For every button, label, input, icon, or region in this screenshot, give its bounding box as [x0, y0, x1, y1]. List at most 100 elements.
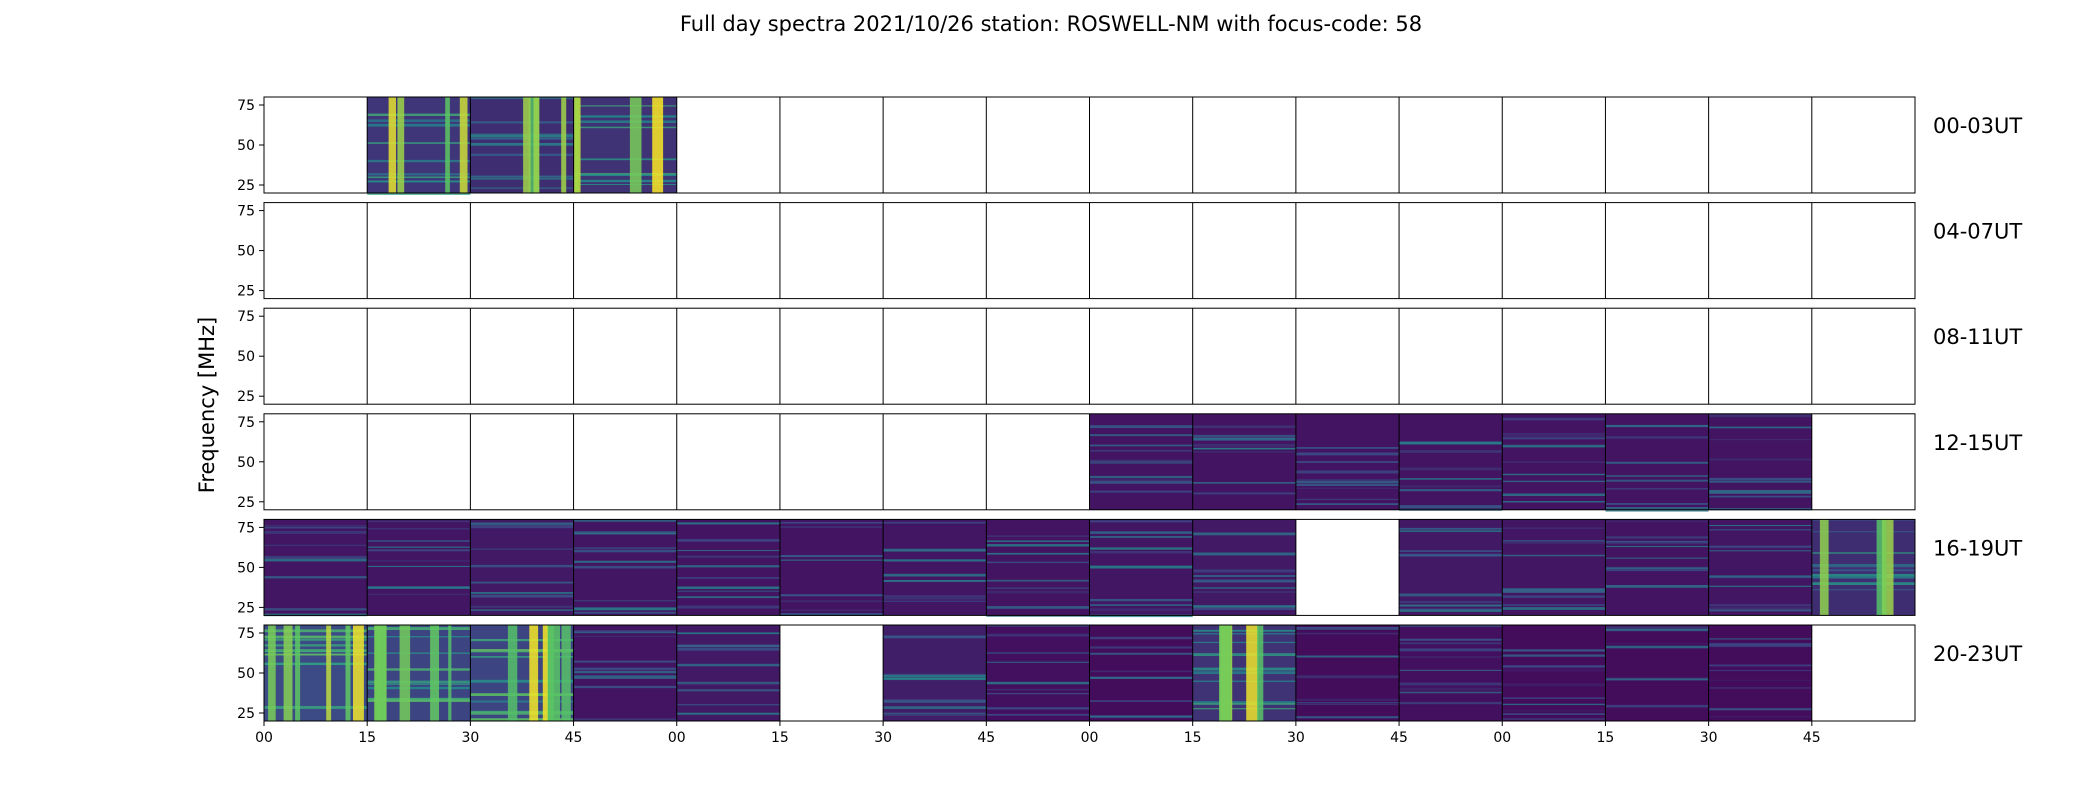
frequency-band [883, 635, 987, 639]
frequency-band [264, 544, 368, 546]
frequency-band [367, 683, 471, 685]
frequency-band [1502, 683, 1606, 687]
frequency-band [264, 653, 368, 656]
frequency-band [1502, 709, 1606, 712]
frequency-band [1605, 536, 1709, 539]
frequency-band [1192, 448, 1296, 450]
frequency-band [1708, 576, 1812, 579]
frequency-band [1089, 551, 1193, 554]
frequency-band [367, 142, 471, 144]
frequency-band [1605, 629, 1709, 631]
frequency-band [1399, 441, 1503, 444]
spectra-row: 25 50 75 08-11UT [237, 307, 2022, 405]
spectrogram-tile [1192, 413, 1296, 510]
radio-burst [542, 625, 548, 721]
frequency-band [676, 577, 780, 579]
frequency-band [1502, 718, 1606, 720]
row-time-label: 08-11UT [1933, 325, 2022, 349]
frequency-band [470, 143, 574, 146]
frequency-band [1089, 425, 1193, 429]
radio-burst [459, 97, 468, 193]
frequency-band [1811, 573, 1915, 577]
frequency-band [1708, 687, 1812, 689]
spectra-row: 25 50 75 12-15UT [237, 413, 2022, 512]
frequency-band [1708, 664, 1812, 667]
frequency-band [676, 632, 780, 635]
frequency-band [883, 712, 987, 714]
frequency-band [1295, 703, 1400, 705]
frequency-band [1089, 536, 1193, 538]
frequency-band [1399, 638, 1503, 641]
frequency-band [1295, 632, 1400, 635]
frequency-band [1708, 477, 1812, 481]
y-tick-label: 75 [237, 204, 255, 220]
frequency-band [883, 673, 987, 675]
frequency-band [1708, 550, 1812, 552]
radio-burst [268, 625, 276, 721]
frequency-band [1399, 642, 1503, 645]
spectrogram-tile [1811, 519, 1915, 616]
frequency-band [883, 674, 987, 677]
frequency-band [1605, 425, 1709, 428]
spectrogram-tile [1399, 519, 1503, 616]
frequency-band [1708, 643, 1812, 646]
frequency-band [573, 115, 677, 118]
radio-burst [561, 97, 567, 193]
frequency-band [470, 175, 574, 178]
y-axis-label: Frequency [MHz] [195, 317, 219, 493]
frequency-band [1811, 582, 1915, 585]
y-tick-label: 25 [237, 495, 255, 511]
frequency-band [1295, 461, 1400, 463]
frequency-band [1605, 567, 1709, 570]
frequency-band [1192, 653, 1296, 656]
frequency-band [986, 652, 1090, 654]
frequency-band [1192, 671, 1296, 675]
frequency-band [1192, 575, 1296, 577]
frequency-band [573, 611, 677, 614]
frequency-band [264, 706, 368, 709]
spectrogram-tile [1708, 625, 1812, 721]
frequency-band [676, 712, 780, 715]
frequency-band [1295, 655, 1400, 658]
frequency-band [1708, 426, 1812, 429]
frequency-band [676, 555, 780, 558]
y-tick-label: 25 [237, 706, 255, 722]
y-tick-label: 50 [237, 455, 255, 471]
frequency-band [1502, 654, 1606, 657]
y-tick-label: 25 [237, 389, 255, 405]
frequency-band [1089, 676, 1193, 679]
frequency-band [1811, 531, 1915, 533]
y-tick-label: 25 [237, 178, 255, 194]
frequency-band [1192, 443, 1296, 447]
frequency-band [470, 609, 574, 611]
frequency-band [1708, 495, 1812, 498]
frequency-band [470, 178, 574, 180]
frequency-band [1502, 493, 1606, 496]
radio-burst [445, 97, 450, 193]
frequency-band [883, 559, 987, 562]
frequency-band [1089, 479, 1193, 482]
frequency-band [367, 697, 471, 701]
frequency-band [1708, 458, 1812, 461]
frequency-band [986, 561, 1090, 564]
frequency-band [367, 628, 471, 630]
frequency-band [1502, 435, 1606, 437]
frequency-band [1399, 550, 1503, 552]
spectrogram-tile [986, 519, 1090, 616]
frequency-band [1502, 461, 1606, 463]
frequency-band [470, 712, 574, 715]
frequency-band [1708, 575, 1812, 577]
spectra-grid: 25507500-03UT25507504-07UT25507508-11UT2… [237, 96, 2022, 746]
x-tick-label: 45 [977, 730, 995, 746]
spectra-row: 25 50 75 20-23UT [237, 624, 2022, 722]
frequency-band [573, 675, 677, 678]
frequency-band [986, 689, 1090, 691]
frequency-band [1399, 450, 1503, 453]
frequency-band [1192, 708, 1296, 710]
frequency-band [573, 173, 677, 176]
row-time-label: 12-15UT [1933, 431, 2022, 455]
frequency-band [986, 579, 1090, 582]
frequency-band [1605, 503, 1709, 505]
frequency-band [676, 648, 780, 651]
